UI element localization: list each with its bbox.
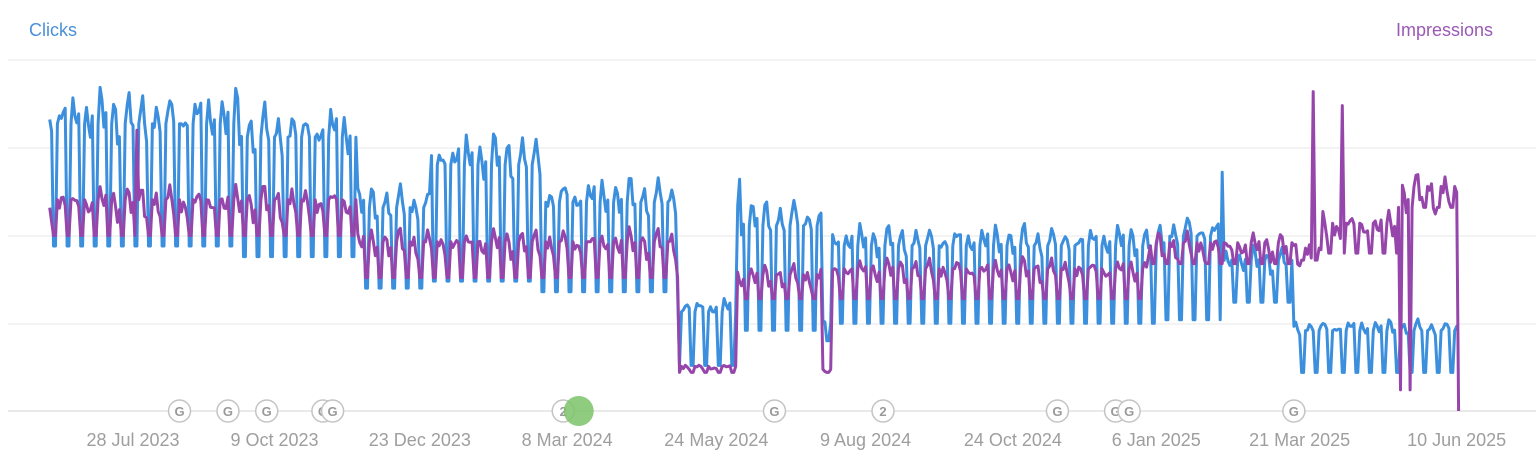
svg-text:G: G xyxy=(223,404,233,419)
svg-text:2: 2 xyxy=(879,404,886,419)
google-update-icon[interactable]: G xyxy=(1045,399,1070,423)
legend-impressions[interactable]: Impressions xyxy=(1395,20,1493,40)
svg-text:2: 2 xyxy=(560,404,567,419)
x-tick-label: 6 Jan 2025 xyxy=(1112,430,1201,450)
annotation-count-marker[interactable]: 2 xyxy=(871,399,895,423)
x-tick-label: 9 Oct 2023 xyxy=(230,430,318,450)
google-update-icon[interactable]: G xyxy=(1282,399,1306,423)
x-tick-label: 23 Dec 2023 xyxy=(369,430,471,450)
x-tick-label: 8 Mar 2024 xyxy=(522,430,613,450)
x-tick-label: 21 Mar 2025 xyxy=(1249,430,1350,450)
svg-text:G: G xyxy=(1289,404,1299,419)
svg-text:G: G xyxy=(174,404,184,419)
svg-text:G: G xyxy=(769,404,779,419)
legend-clicks[interactable]: Clicks xyxy=(29,20,77,40)
x-tick-label: 28 Jul 2023 xyxy=(86,430,179,450)
x-tick-label: 10 Jun 2025 xyxy=(1407,430,1506,450)
google-update-icon[interactable]: G xyxy=(216,399,240,423)
series-line-impressions xyxy=(48,90,1461,412)
svg-text:G: G xyxy=(1052,404,1062,419)
svg-text:G: G xyxy=(328,404,338,419)
x-tick-label: 24 Oct 2024 xyxy=(964,430,1062,450)
x-tick-label: 9 Aug 2024 xyxy=(820,430,911,450)
google-update-icon[interactable]: G xyxy=(167,399,192,423)
google-update-icon[interactable]: G xyxy=(1117,399,1141,423)
x-tick-label: 24 May 2024 xyxy=(664,430,768,450)
google-update-icon[interactable]: G xyxy=(254,399,279,423)
highlight-marker[interactable] xyxy=(563,396,594,426)
svg-text:G: G xyxy=(262,404,272,419)
google-update-icon[interactable]: G xyxy=(320,399,345,423)
svg-text:G: G xyxy=(1124,404,1134,419)
google-update-icon[interactable]: G xyxy=(762,399,787,423)
svg-text:G: G xyxy=(1111,404,1121,419)
series-line-clicks xyxy=(48,85,1459,374)
